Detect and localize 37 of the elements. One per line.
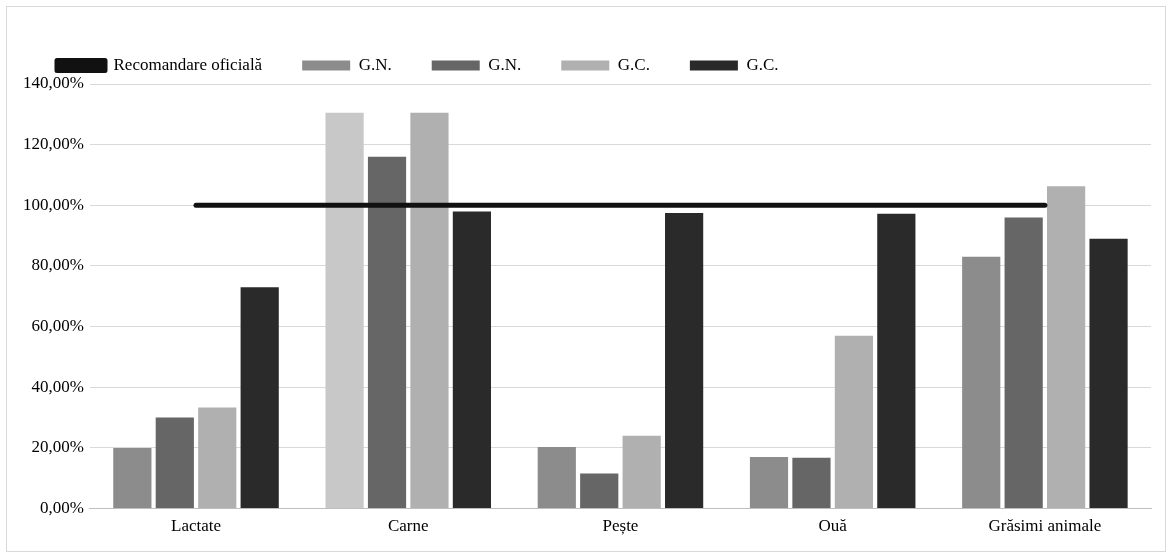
bar bbox=[665, 212, 704, 509]
y-tick-label: 20,00% bbox=[31, 437, 84, 457]
bar bbox=[622, 435, 661, 509]
bar bbox=[367, 156, 407, 509]
bar bbox=[580, 473, 619, 509]
x-tick-label: Carne bbox=[387, 516, 429, 536]
bar bbox=[1004, 217, 1043, 509]
bar bbox=[155, 417, 194, 509]
x-tick-label: Pește bbox=[602, 516, 639, 536]
legend-label: G.C. bbox=[617, 54, 650, 74]
legend-label: Recomandare oficială bbox=[113, 54, 263, 74]
bar bbox=[410, 112, 449, 509]
bar bbox=[240, 287, 279, 509]
y-tick-label: 40,00% bbox=[31, 376, 84, 396]
x-tick-label: Lactate bbox=[171, 516, 222, 536]
y-tick-label: 0,00% bbox=[39, 498, 84, 518]
bar bbox=[452, 211, 491, 509]
bar bbox=[877, 213, 916, 509]
legend-label: G.N. bbox=[358, 54, 392, 74]
x-tick-label: Grăsimi animale bbox=[988, 516, 1102, 536]
bar bbox=[1089, 238, 1128, 509]
legend-label: G.N. bbox=[488, 54, 522, 74]
y-tick-label: 120,00% bbox=[22, 134, 84, 154]
legend-label: G.C. bbox=[746, 54, 779, 74]
y-tick-label: 140,00% bbox=[22, 73, 84, 93]
bar bbox=[198, 407, 237, 509]
bar bbox=[113, 447, 152, 509]
x-tick-label: Ouă bbox=[818, 516, 848, 536]
bar bbox=[1047, 186, 1086, 509]
bar bbox=[834, 335, 873, 509]
bar bbox=[749, 457, 789, 509]
y-tick-label: 100,00% bbox=[22, 194, 84, 214]
y-tick-label: 80,00% bbox=[31, 255, 84, 275]
bar bbox=[537, 447, 576, 509]
bar bbox=[962, 256, 1001, 509]
y-tick-label: 60,00% bbox=[31, 316, 84, 336]
bar bbox=[792, 457, 831, 509]
